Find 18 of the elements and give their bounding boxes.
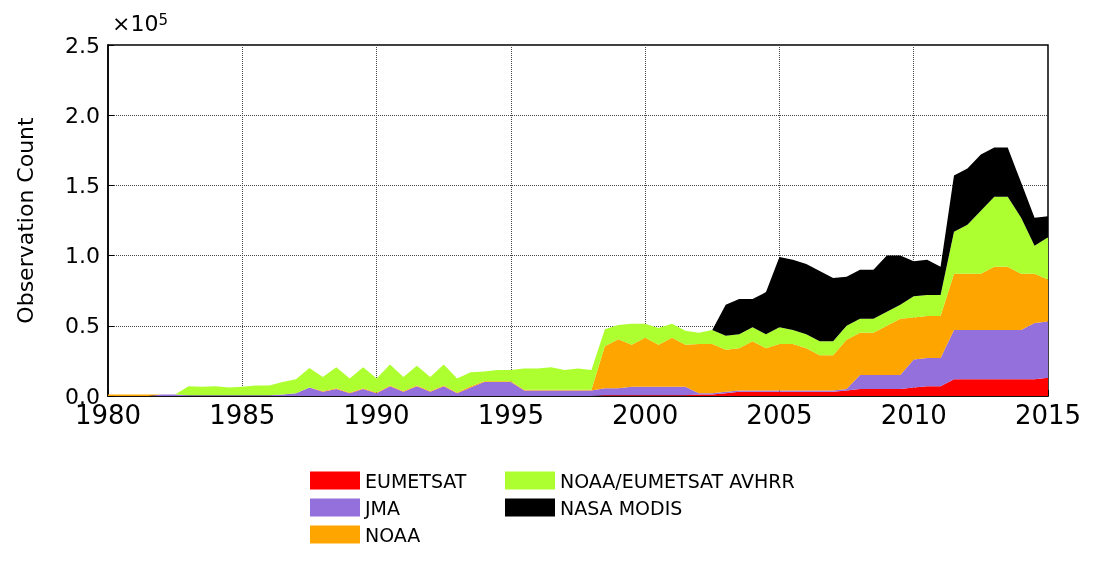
legend-label: EUMETSAT (365, 469, 467, 492)
legend-label: NOAA (365, 523, 421, 546)
y-axis-title: Observation Count (12, 116, 38, 324)
x-tick-label: 2015 (1014, 400, 1082, 430)
y-tick-label: 2.5 (65, 32, 100, 58)
legend-label: NASA MODIS (560, 496, 683, 519)
x-tick-label: 2010 (880, 400, 947, 430)
y-tick-label: 2.0 (65, 102, 100, 128)
x-tick-label: 2000 (612, 400, 679, 430)
legend-label: NOAA/EUMETSAT AVHRR (560, 469, 795, 492)
x-tick-label: 1990 (343, 400, 410, 430)
y-tick-label: 1.5 (65, 172, 100, 198)
legend-label: JMA (364, 496, 400, 519)
x-tick-label: 1995 (477, 400, 544, 430)
y-tick-label: 1.0 (65, 243, 100, 269)
y-tick-label: 0.5 (65, 313, 100, 339)
x-tick-label: 2005 (746, 400, 813, 430)
x-tick-label: 1985 (209, 400, 276, 430)
